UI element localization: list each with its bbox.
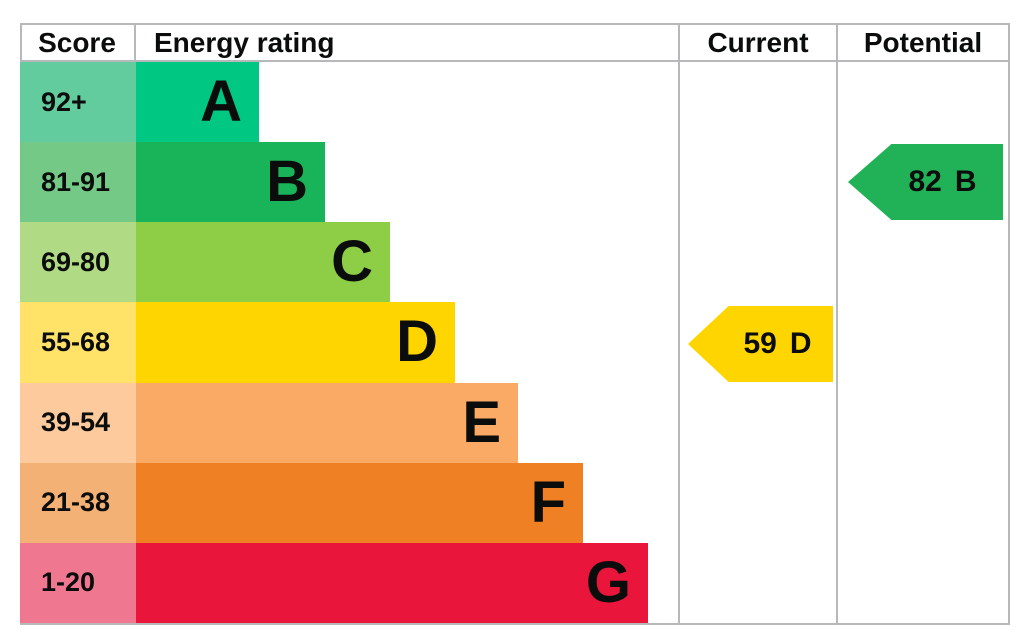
score-range-label: 21-38 — [41, 487, 111, 518]
rating-letter: D — [396, 309, 438, 375]
rating-bar-e: E — [136, 382, 518, 463]
current-column-divider — [678, 23, 680, 625]
score-range-cell: 92+ — [20, 62, 136, 143]
band-row-c: 69-80 C — [20, 222, 1008, 303]
rating-letter: G — [585, 549, 631, 615]
table-left-border — [20, 23, 22, 62]
score-column-divider — [134, 23, 136, 62]
score-range-cell: 39-54 — [20, 382, 136, 463]
current-rating-value: 59 — [743, 327, 777, 360]
rating-letter: B — [266, 149, 308, 215]
band-row-f: 21-38 F — [20, 462, 1008, 543]
band-row-a: 92+ A — [20, 62, 1008, 143]
energy-rating-column-header: Energy rating — [154, 26, 335, 58]
table-bottom-border — [20, 623, 1010, 625]
score-range-label: 1-20 — [41, 567, 96, 598]
rating-bar-g: G — [136, 542, 648, 623]
chart-header-row: Score Energy rating Current Potential — [20, 25, 1010, 60]
band-row-b: 81-91 B — [20, 142, 1008, 223]
score-range-label: 39-54 — [41, 407, 111, 438]
band-rows: 92+ A 81-91 B 69-80 C — [20, 62, 1008, 623]
potential-column-divider — [836, 23, 838, 625]
current-column-header: Current — [707, 26, 809, 58]
score-column-header: Score — [38, 26, 116, 58]
score-range-cell: 1-20 — [20, 542, 136, 623]
table-top-border — [20, 23, 1010, 25]
band-row-g: 1-20 G — [20, 542, 1008, 623]
score-range-label: 92+ — [41, 86, 87, 117]
header-bottom-border — [20, 60, 1010, 62]
potential-rating-band: B — [954, 165, 977, 198]
rating-letter: A — [200, 69, 242, 135]
potential-column-header: Potential — [863, 26, 983, 58]
rating-bar-f: F — [136, 462, 583, 543]
band-row-e: 39-54 E — [20, 382, 1008, 463]
rating-letter: C — [331, 229, 373, 295]
rating-bar-a: A — [136, 62, 259, 143]
current-rating-band: D — [789, 327, 812, 360]
table-right-border — [1008, 23, 1010, 625]
potential-rating-value: 82 — [908, 165, 942, 198]
rating-bar-c: C — [136, 222, 390, 303]
score-range-cell: 81-91 — [20, 142, 136, 223]
score-range-label: 55-68 — [41, 326, 111, 357]
epc-chart-table: Score Energy rating Current Potential 92… — [20, 23, 1010, 625]
score-range-cell: 21-38 — [20, 462, 136, 543]
score-range-cell: 55-68 — [20, 302, 136, 383]
rating-letter: E — [462, 389, 501, 455]
band-row-d: 55-68 D — [20, 302, 1008, 383]
score-range-cell: 69-80 — [20, 222, 136, 303]
rating-letter: F — [530, 469, 566, 535]
score-range-label: 69-80 — [41, 246, 111, 277]
rating-bar-d: D — [136, 302, 455, 383]
score-range-label: 81-91 — [41, 166, 111, 197]
rating-bar-b: B — [136, 142, 325, 223]
